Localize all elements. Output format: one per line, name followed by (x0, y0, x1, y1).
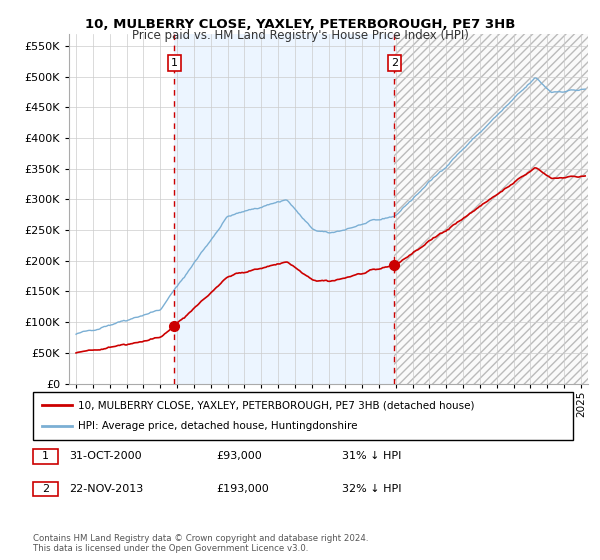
Text: HPI: Average price, detached house, Huntingdonshire: HPI: Average price, detached house, Hunt… (78, 421, 358, 431)
Text: Price paid vs. HM Land Registry's House Price Index (HPI): Price paid vs. HM Land Registry's House … (131, 29, 469, 42)
Text: 1: 1 (42, 451, 49, 461)
Text: 31-OCT-2000: 31-OCT-2000 (69, 451, 142, 461)
Bar (394, 15, 600, 384)
Text: 1: 1 (171, 58, 178, 68)
Bar (394, 15, 600, 384)
Bar (394, 34, 593, 384)
Text: 32% ↓ HPI: 32% ↓ HPI (342, 484, 401, 494)
Bar (394, 15, 600, 384)
Text: 10, MULBERRY CLOSE, YAXLEY, PETERBOROUGH, PE7 3HB: 10, MULBERRY CLOSE, YAXLEY, PETERBOROUGH… (85, 18, 515, 31)
Bar (174, 34, 394, 384)
Text: 31% ↓ HPI: 31% ↓ HPI (342, 451, 401, 461)
Text: 22-NOV-2013: 22-NOV-2013 (69, 484, 143, 494)
Text: Contains HM Land Registry data © Crown copyright and database right 2024.
This d: Contains HM Land Registry data © Crown c… (33, 534, 368, 553)
Text: 2: 2 (42, 484, 49, 494)
Text: 10, MULBERRY CLOSE, YAXLEY, PETERBOROUGH, PE7 3HB (detached house): 10, MULBERRY CLOSE, YAXLEY, PETERBOROUGH… (78, 400, 475, 410)
Text: £193,000: £193,000 (216, 484, 269, 494)
Text: 2: 2 (391, 58, 398, 68)
Text: £93,000: £93,000 (216, 451, 262, 461)
